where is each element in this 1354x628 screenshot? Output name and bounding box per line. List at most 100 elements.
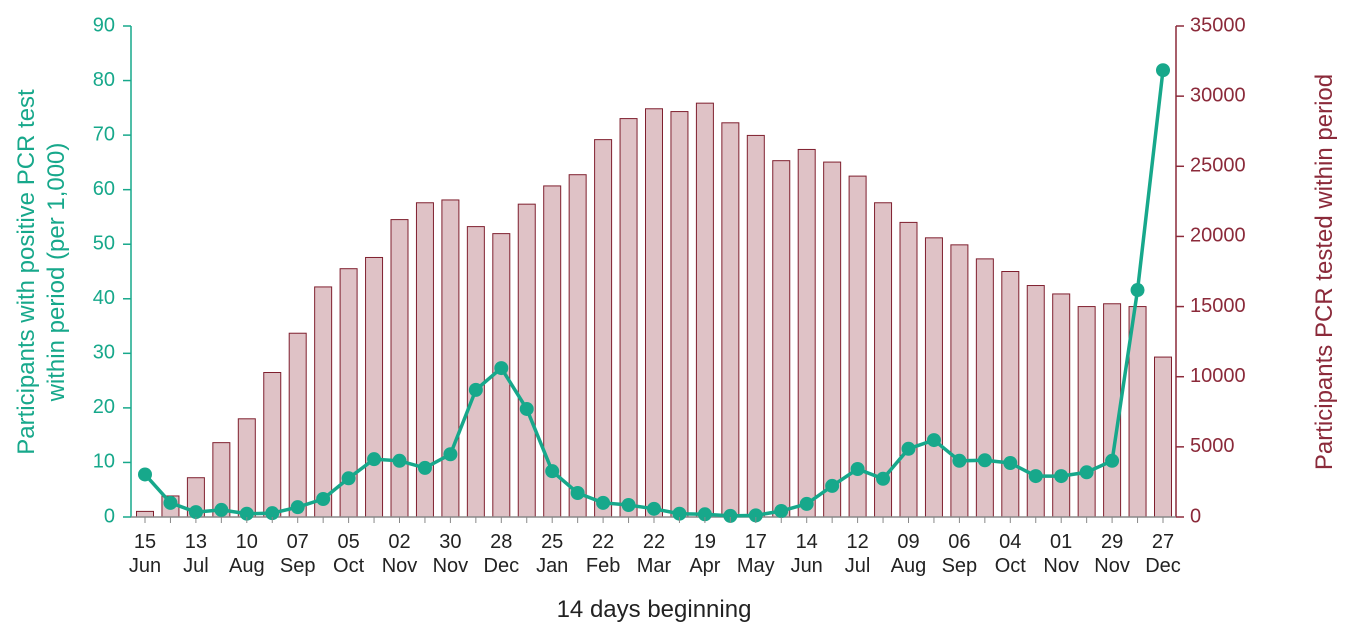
bar: [645, 108, 663, 518]
bar: [136, 510, 154, 518]
point: [1130, 283, 1145, 298]
x-tick-label: 07 Sep: [279, 531, 316, 577]
point: [647, 501, 661, 516]
y-tick-label: 10: [93, 451, 115, 473]
y2-tick-label: 10000: [1190, 365, 1246, 387]
point: [952, 453, 967, 468]
x-tick-label: 19 Apr: [689, 531, 721, 577]
y-tick-label: 20: [93, 396, 115, 418]
bar: [517, 203, 536, 518]
x-tick-label: 02 Nov: [381, 531, 418, 577]
y-tick-label: 70: [93, 123, 115, 145]
bar: [1001, 271, 1020, 518]
point: [341, 471, 356, 486]
y2-tick-label: 20000: [1190, 225, 1246, 247]
point: [901, 441, 916, 456]
point: [596, 495, 611, 510]
x-tick-label: 22 Mar: [636, 531, 672, 577]
point: [926, 433, 941, 448]
point: [621, 497, 636, 512]
bar: [314, 286, 333, 518]
bar: [619, 118, 638, 518]
y-tick-label: 60: [93, 178, 115, 200]
bar: [899, 221, 918, 518]
y-tick-label: 90: [93, 14, 115, 36]
x-tick-label: 13 Jul: [183, 531, 209, 577]
point: [214, 502, 229, 517]
point: [443, 447, 458, 462]
bar: [772, 160, 791, 518]
x-tick-label: 01 Nov: [1043, 531, 1079, 577]
bar: [823, 161, 842, 518]
bar: [365, 256, 384, 518]
bar: [746, 134, 765, 518]
bar: [390, 219, 409, 518]
point: [138, 467, 152, 482]
point: [468, 382, 483, 397]
point: [163, 495, 178, 510]
point: [545, 464, 560, 479]
point: [1079, 465, 1094, 480]
point: [367, 452, 382, 467]
x-tick-label: 25 Jan: [536, 531, 569, 577]
y2-tick-label: 35000: [1190, 14, 1246, 36]
bar: [670, 111, 689, 518]
y-tick-label: 80: [93, 69, 115, 91]
y2-tick-label: 5000: [1190, 435, 1235, 457]
point: [876, 471, 891, 486]
x-axis-title: 14 days beginning: [556, 596, 752, 623]
x-tick-label: 17 May: [736, 531, 775, 577]
bar: [950, 244, 969, 518]
x-tick-label: 15 Jun: [128, 531, 162, 577]
point: [265, 506, 280, 521]
point: [316, 491, 331, 506]
point: [1003, 455, 1018, 470]
bar: [975, 258, 994, 518]
x-tick-label: 27 Dec: [1145, 531, 1181, 577]
point: [774, 503, 789, 518]
point: [825, 478, 840, 493]
x-tick-label: 04 Oct: [994, 531, 1026, 577]
bar: [1154, 356, 1172, 518]
y-tick-label: 0: [104, 505, 115, 527]
bar: [695, 102, 714, 518]
x-tick-label: 09 Aug: [890, 531, 927, 577]
point: [519, 401, 534, 416]
bar: [924, 237, 943, 518]
point: [1156, 63, 1170, 78]
bar: [721, 122, 740, 518]
y2-tick-label: 0: [1190, 505, 1201, 527]
bar: [568, 174, 587, 518]
point: [417, 460, 432, 475]
y2-tick-label: 30000: [1190, 84, 1246, 106]
point: [977, 453, 992, 468]
point: [672, 506, 687, 521]
point: [748, 508, 763, 523]
x-tick-label: 10 Aug: [229, 531, 265, 577]
point: [850, 461, 865, 476]
y2-tick-label: 15000: [1190, 295, 1246, 317]
x-tick-label: 30 Nov: [432, 531, 469, 577]
point: [723, 508, 738, 523]
y-tick-label: 30: [93, 342, 115, 364]
x-tick-label: 22 Feb: [585, 531, 621, 577]
y2-axis-title: Participants PCR tested within period: [1311, 73, 1338, 471]
bar: [1052, 293, 1071, 518]
bar: [594, 139, 613, 518]
bar: [797, 148, 816, 518]
x-tick-label: 06 Sep: [941, 531, 978, 577]
point: [188, 505, 203, 520]
x-tick-label: 12 Jul: [844, 531, 871, 577]
point: [697, 507, 712, 522]
point: [494, 361, 509, 376]
y-tick-label: 40: [93, 287, 115, 309]
point: [239, 506, 254, 521]
y-axis-title: Participants with positive PCR test with…: [13, 89, 70, 455]
bar: [263, 372, 282, 518]
point: [799, 496, 814, 511]
bar: [1077, 306, 1096, 518]
x-tick-label: 29 Nov: [1094, 531, 1130, 577]
bar: [466, 226, 485, 518]
